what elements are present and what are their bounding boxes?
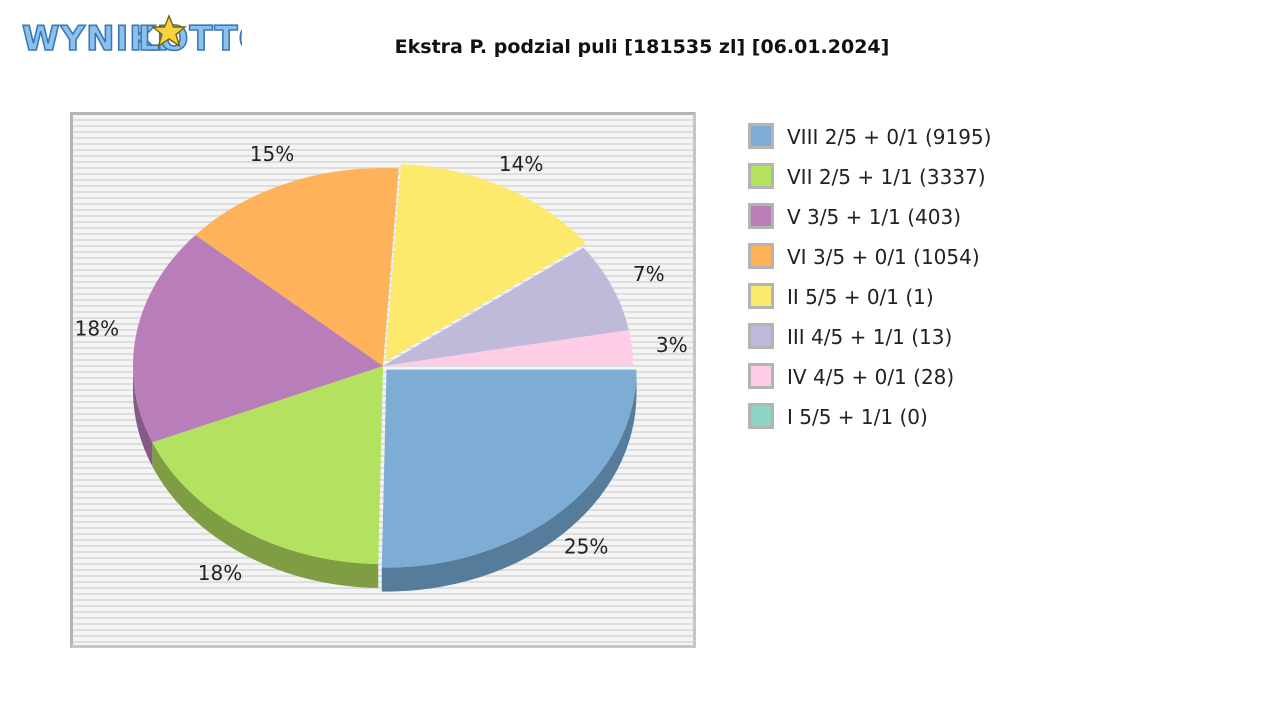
pie-slice-6 <box>383 330 633 366</box>
legend-item: VI 3/5 + 0/1 (1054) <box>748 242 991 282</box>
legend-label: IV 4/5 + 0/1 (28) <box>787 365 955 389</box>
legend-item: III 4/5 + 1/1 (13) <box>748 322 991 362</box>
legend-label: III 4/5 + 1/1 (13) <box>787 325 953 349</box>
legend-swatch <box>748 403 774 429</box>
pie-percent-label-5: 7% <box>633 262 665 286</box>
logo-star-icon <box>151 14 187 48</box>
legend-label: II 5/5 + 0/1 (1) <box>787 285 934 309</box>
legend-item: II 5/5 + 0/1 (1) <box>748 282 991 322</box>
pie-percent-label-3: 15% <box>250 142 294 166</box>
legend-item: VII 2/5 + 1/1 (3337) <box>748 162 991 202</box>
legend-label: VII 2/5 + 1/1 (3337) <box>787 165 986 189</box>
pie-slice-side-2 <box>133 366 153 467</box>
legend-item: IV 4/5 + 0/1 (28) <box>748 362 991 402</box>
pie-slice-1 <box>152 366 383 564</box>
legend-swatch <box>748 163 774 189</box>
legend-label: VIII 2/5 + 0/1 (9195) <box>787 125 992 149</box>
legend-swatch <box>748 283 774 309</box>
chart-title: Ekstra P. podzial puli [181535 zl] [06.0… <box>394 36 890 58</box>
legend-item: V 3/5 + 1/1 (403) <box>748 202 991 242</box>
legend-label: V 3/5 + 1/1 (403) <box>787 205 962 229</box>
pie-percent-label-4: 14% <box>499 152 543 176</box>
legend-swatch <box>748 203 774 229</box>
chart-legend: VIII 2/5 + 0/1 (9195) VII 2/5 + 1/1 (3337… <box>748 122 991 442</box>
pie-slice-0 <box>381 369 637 568</box>
pie-slice-side-0 <box>381 369 637 592</box>
pie-percent-label-2: 18% <box>75 317 119 341</box>
pie-slice-3 <box>195 167 399 366</box>
pie-percent-label-0: 25% <box>564 535 608 559</box>
pie-percent-label-1: 18% <box>198 561 242 585</box>
wyniki-lotto-logo: WYNIKI LOTTO <box>21 14 242 60</box>
logo-text-right: LOTTO <box>138 19 242 59</box>
legend-swatch <box>748 363 774 389</box>
pie-slice-5 <box>383 247 629 366</box>
legend-label: I 5/5 + 1/1 (0) <box>787 405 928 429</box>
legend-swatch <box>748 323 774 349</box>
legend-item: VIII 2/5 + 0/1 (9195) <box>748 122 991 162</box>
pie-slice-side-1 <box>152 442 379 588</box>
logo-text-left: WYNIKI <box>22 19 170 59</box>
legend-label: VI 3/5 + 0/1 (1054) <box>787 245 980 269</box>
legend-swatch <box>748 243 774 269</box>
pie-percent-label-6: 3% <box>656 333 688 357</box>
legend-swatch <box>748 123 774 149</box>
legend-item: I 5/5 + 1/1 (0) <box>748 402 991 442</box>
pie-slice-2 <box>133 235 383 443</box>
pie-slice-4 <box>385 163 586 362</box>
